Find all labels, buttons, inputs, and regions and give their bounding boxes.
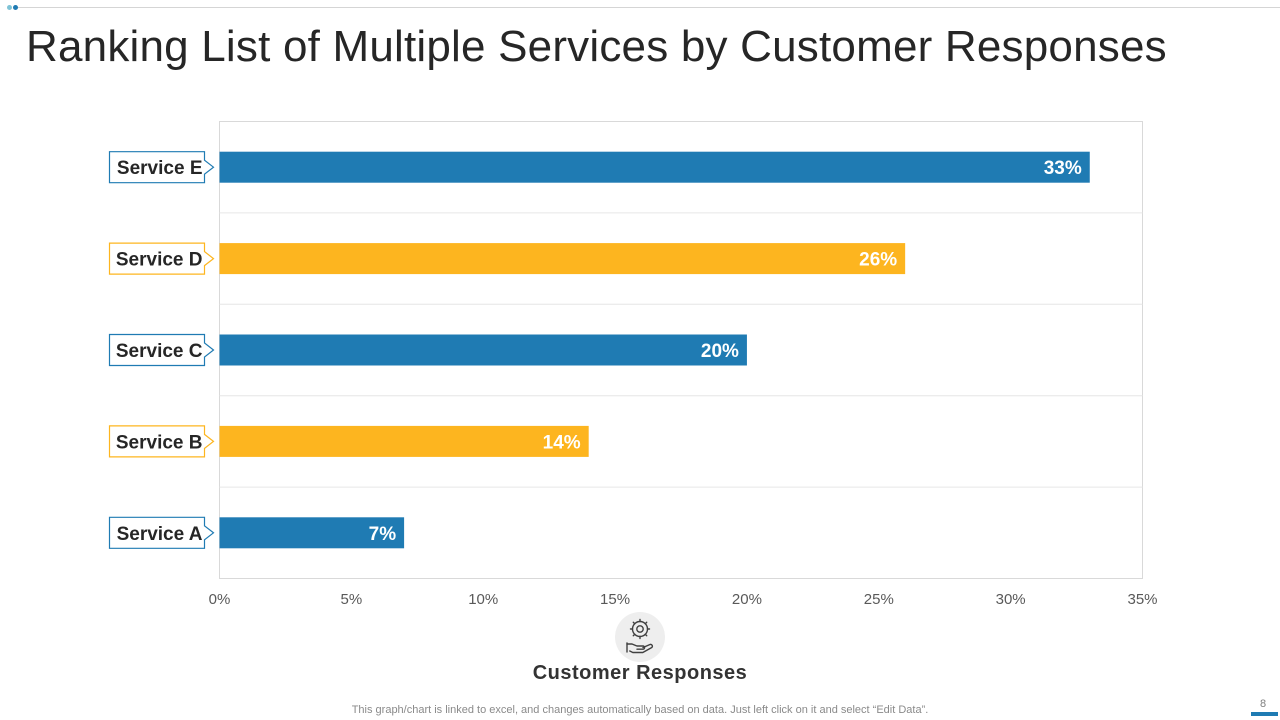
bar [219, 425, 589, 457]
category-callout [108, 425, 215, 458]
hand-gear-icon [615, 612, 665, 662]
category-callout [108, 151, 215, 184]
top-divider-line [16, 7, 1280, 8]
x-tick-label: 35% [1127, 591, 1157, 608]
bar [219, 334, 747, 366]
x-tick-label: 10% [468, 591, 498, 608]
footnote-text: This graph/chart is linked to excel, and… [351, 704, 929, 716]
data-label: 26% [859, 250, 897, 271]
accent-dot-teal [7, 5, 12, 10]
x-axis-title: Customer Responses [532, 662, 748, 684]
x-tick-label: 5% [341, 591, 363, 608]
data-label: 14% [543, 432, 581, 453]
x-tick-label: 25% [864, 591, 894, 608]
bar [219, 151, 1090, 183]
page-number-bar [1251, 712, 1278, 716]
data-label: 33% [1044, 158, 1082, 179]
category-label: Service B [116, 432, 203, 453]
data-label: 7% [369, 524, 397, 545]
x-tick-label: 15% [600, 591, 630, 608]
page-title: Ranking List of Multiple Services by Cus… [26, 22, 1167, 71]
category-label: Service E [117, 158, 203, 179]
category-callout [108, 242, 215, 275]
category-callout [108, 333, 215, 367]
category-label: Service A [117, 524, 203, 545]
x-tick-label: 0% [209, 591, 231, 608]
category-label: Service D [116, 250, 203, 271]
bar [219, 243, 906, 275]
category-callout [108, 516, 215, 549]
category-label: Service C [116, 341, 203, 362]
bar [219, 517, 405, 549]
page-number: 8 [1259, 698, 1267, 710]
x-tick-label: 30% [996, 591, 1026, 608]
accent-dot-blue [13, 5, 18, 10]
data-label: 20% [701, 341, 739, 362]
x-tick-label: 20% [732, 591, 762, 608]
